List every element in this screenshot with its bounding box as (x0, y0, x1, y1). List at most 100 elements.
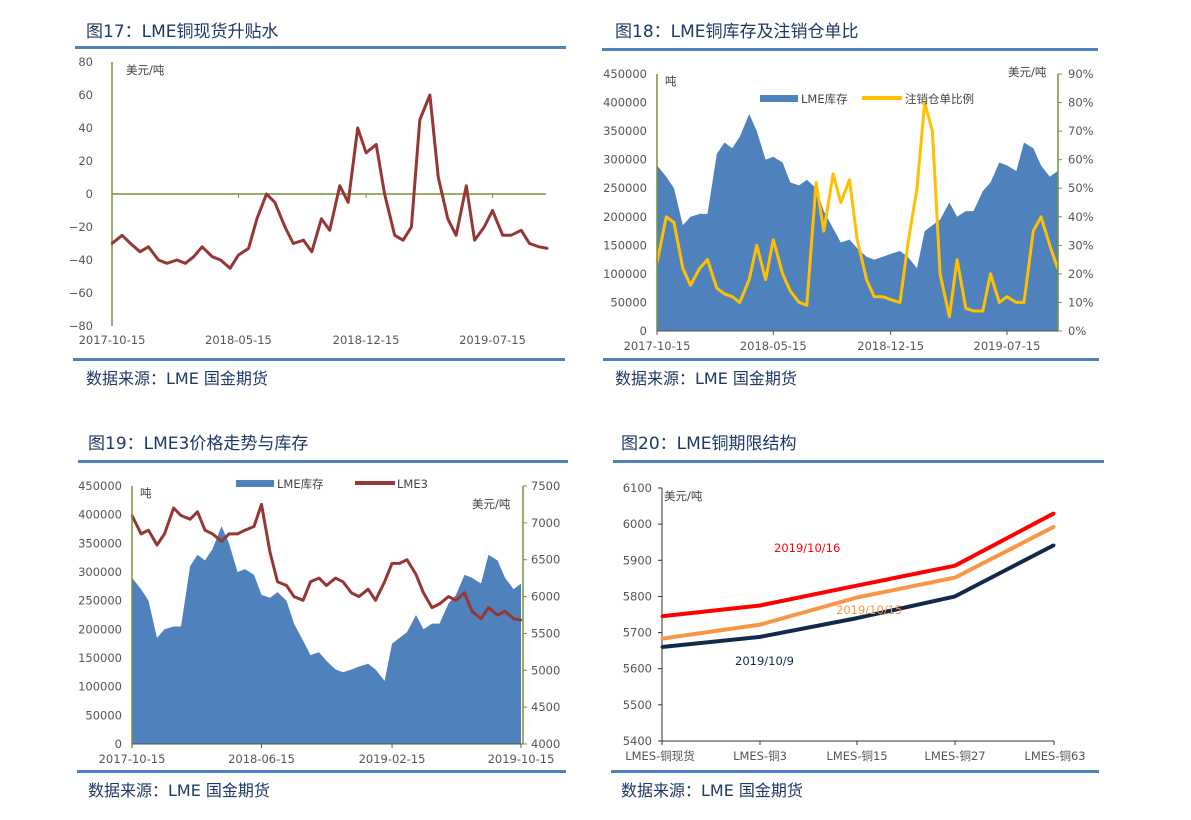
legend-swatch-inventory (236, 480, 274, 487)
y-tick-label: 6000 (623, 517, 652, 531)
cancel-ratio-point (1015, 301, 1018, 304)
cancel-ratio-point (1005, 295, 1009, 298)
y-left-tick-label: 0 (115, 737, 122, 751)
x-category-label: LMES-铜3 (733, 749, 787, 763)
y-right-tick-label: 4000 (531, 737, 560, 751)
fig18-source: 数据来源：LME 国金期货 (615, 369, 797, 388)
premium-point (292, 242, 295, 245)
lme3-price-point (350, 591, 353, 595)
cancel-ratio-point (781, 272, 784, 276)
cancel-ratio-point (764, 278, 767, 281)
y-tick-label: −60 (69, 286, 93, 300)
lme3-price-point (211, 532, 214, 536)
x-tick-label: 2017-10-15 (624, 339, 691, 353)
lme3-price-point (341, 580, 345, 584)
y-left-tick-label: 200000 (603, 210, 647, 224)
y-left-tick-label: 150000 (78, 651, 122, 665)
lme3-price-point (374, 599, 377, 602)
y-tick-label: 20 (78, 154, 93, 168)
cancel-ratio-point (698, 266, 701, 270)
lme3-price-point (470, 610, 474, 613)
premium-point (346, 201, 350, 204)
y-right-tick-label: 10% (1068, 295, 1094, 309)
premium-point (501, 234, 504, 237)
lme3-price-point (203, 529, 207, 532)
y-left-tick-label: 100000 (78, 680, 122, 694)
y-left-tick-label: 100000 (603, 267, 647, 281)
premium-point (211, 255, 214, 258)
legend-label-ratio: 注销仓单比例 (905, 92, 974, 106)
fig19-top-rule (78, 460, 568, 463)
y-left-tick-label: 300000 (603, 153, 647, 167)
lme3-price-point (357, 595, 361, 598)
premium-point (491, 209, 494, 212)
y-unit-label: 美元/吨 (126, 63, 165, 77)
cancel-ratio-point (923, 101, 926, 104)
cancel-ratio-point (831, 172, 835, 176)
y-tick-label: 60 (78, 88, 93, 102)
series-point-s1015 (953, 576, 957, 580)
fig19-source: 数据来源：LME 国金期货 (88, 781, 270, 800)
cancel-ratio-point (865, 278, 868, 281)
cancel-ratio-point (856, 238, 859, 241)
y-right-tick-label: 30% (1068, 238, 1094, 252)
lme3-price-point (309, 580, 312, 584)
cancel-ratio-point (772, 238, 775, 241)
y-right-tick-label: 80% (1068, 96, 1094, 110)
lme3-price-point (285, 584, 288, 587)
fig18-panel: 图18：LME铜库存及注销仓单比 450000 400000 350000 30000… (602, 22, 1099, 388)
y-tick-label: 5600 (623, 662, 652, 676)
y-left-tick-label: 450000 (78, 479, 122, 493)
premium-point (110, 242, 114, 245)
lme3-price-point (260, 503, 263, 506)
premium-point (519, 229, 523, 232)
premium-point (328, 229, 331, 232)
lme3-price-point (163, 532, 166, 536)
y-tick-label: −40 (69, 253, 93, 267)
y-unit-label: 美元/吨 (664, 489, 703, 503)
cancel-ratio-point (981, 309, 985, 313)
cancel-ratio-point (948, 315, 951, 318)
legend-label-lme3: LME3 (397, 477, 428, 491)
cancel-ratio-point (1032, 229, 1035, 233)
y-left-tick-label: 250000 (603, 181, 647, 195)
premium-point (401, 239, 405, 242)
lme3-price-point (438, 602, 441, 606)
premium-point (265, 192, 268, 196)
premium-point (138, 250, 142, 253)
series-point-s1015 (1052, 525, 1056, 529)
cancel-ratio-point (814, 181, 818, 184)
y-left-tick-label: 0 (640, 324, 647, 338)
premium-point (428, 93, 432, 97)
cancel-ratio-point (848, 178, 851, 181)
lme3-price-point (430, 606, 434, 609)
cancel-ratio-point (789, 289, 792, 293)
premium-point (338, 184, 342, 187)
lme3-price-point (243, 529, 247, 532)
y-right-tick-label: 40% (1068, 210, 1094, 224)
lme3-price-point (252, 525, 256, 528)
premium-point (228, 267, 232, 270)
fig20-panel: 图20：LME铜期限结构 6100 6000 5900 5800 5700 5600 550… (611, 434, 1104, 800)
series-point-s1016 (1052, 511, 1056, 515)
lme3-price-point (301, 599, 305, 602)
y-left-tick-label: 150000 (603, 238, 647, 252)
fig17-source: 数据来源：LME 国金期货 (86, 369, 268, 388)
y-left-unit-label: 吨 (140, 486, 152, 500)
series-label-s1016: 2019/10/16 (774, 541, 840, 555)
lme3-price-point (519, 618, 523, 622)
lme3-price-point (405, 558, 409, 561)
fig18-top-rule (602, 48, 1098, 51)
x-category-label: LMES-铜15 (826, 749, 887, 763)
cancel-ratio-point (889, 298, 892, 301)
lme3-price-point (414, 573, 418, 576)
fig19-title: 图19：LME3价格走势与库存 (88, 434, 308, 454)
premium-point (537, 245, 541, 248)
fig19-bottom-rule (77, 770, 566, 773)
premium-point (410, 225, 413, 229)
y-left-tick-label: 250000 (78, 594, 122, 608)
lme3-price-point (463, 591, 466, 595)
y-right-tick-label: 50% (1068, 181, 1094, 195)
x-tick-label: 2018-05-15 (205, 333, 272, 347)
cancel-ratio-point (805, 304, 808, 307)
